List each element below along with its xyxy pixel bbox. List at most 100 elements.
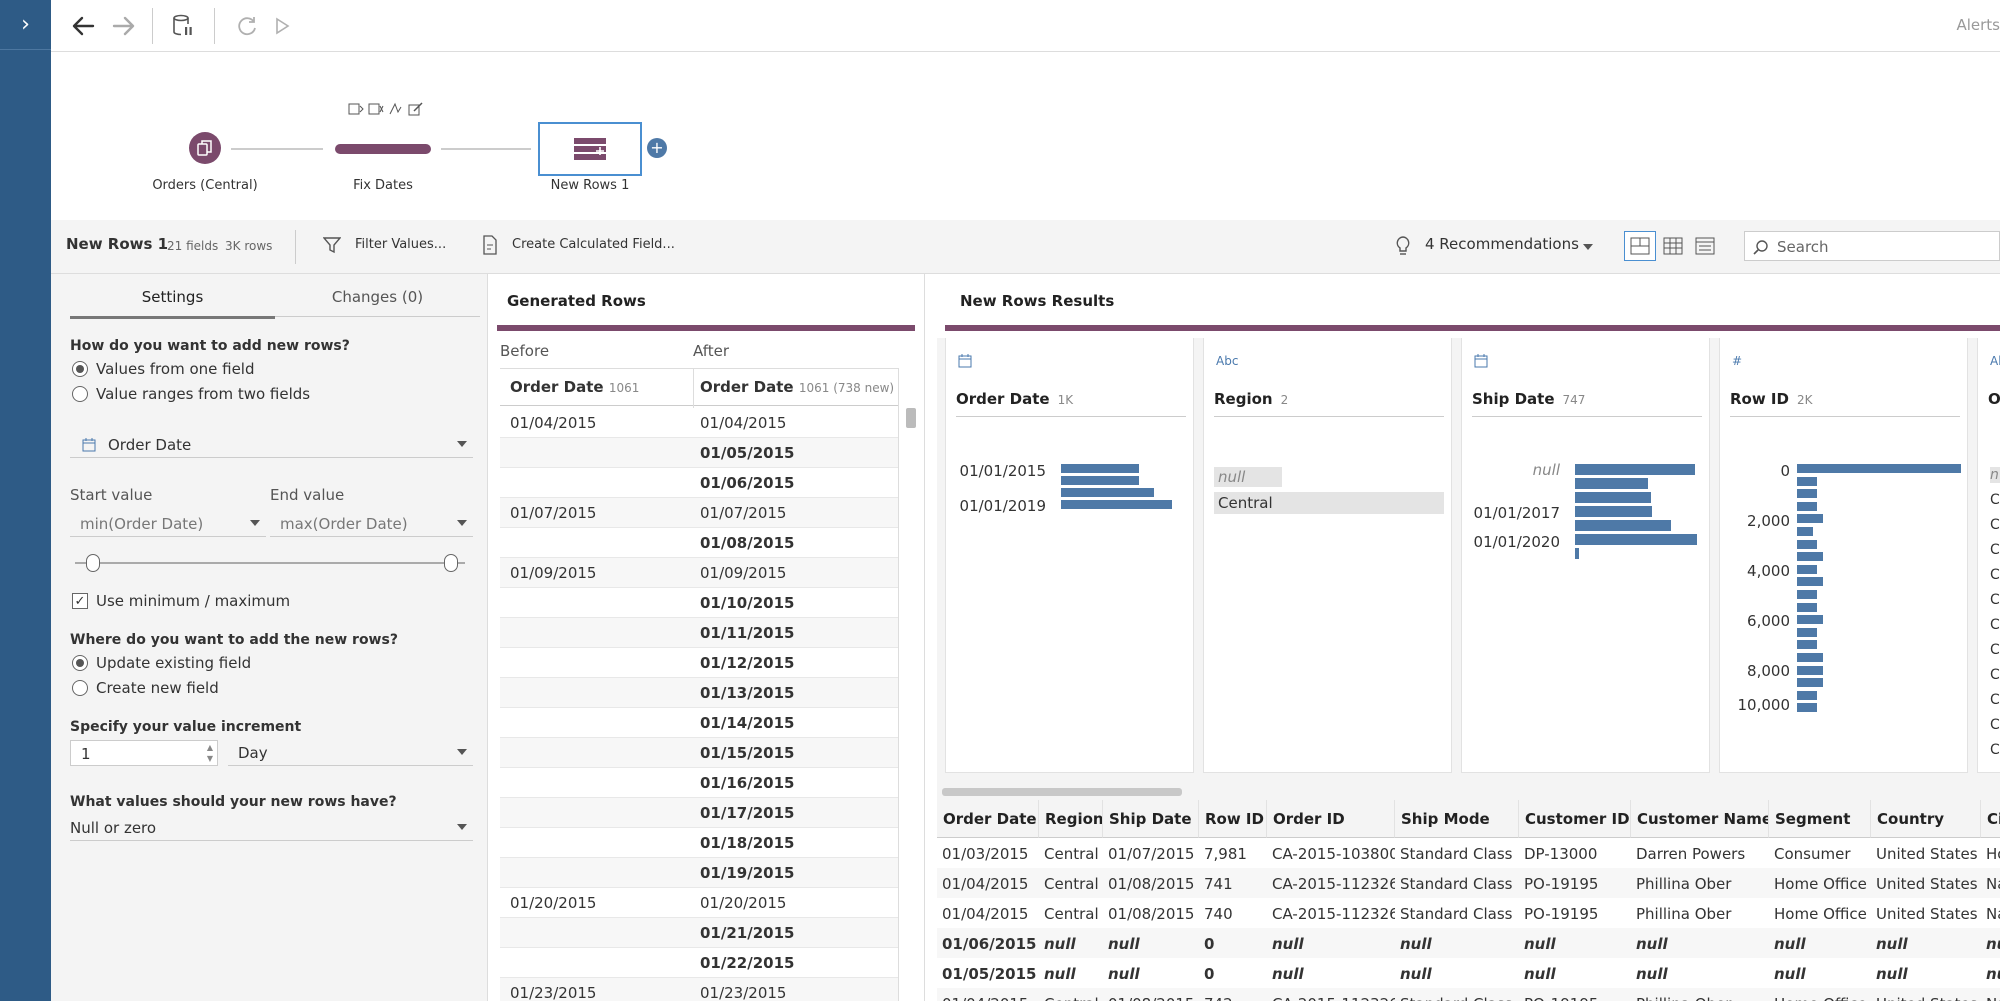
table-row[interactable] bbox=[937, 988, 2000, 1001]
column-header[interactable]: Customer Name bbox=[1631, 800, 1769, 838]
histogram-bar[interactable] bbox=[1575, 506, 1652, 517]
generated-row[interactable]: 01/06/2015 bbox=[500, 468, 898, 498]
column-header[interactable]: Ci bbox=[1981, 800, 2000, 838]
histogram-bar[interactable] bbox=[1797, 640, 1817, 650]
recommendations-dropdown-icon[interactable] bbox=[1583, 244, 1593, 250]
column-header[interactable]: Segment bbox=[1769, 800, 1871, 838]
profile-card-row-id[interactable]: # Row ID 2K 0 2,000 4,000 6,000 8,000 10,… bbox=[1719, 338, 1968, 773]
radio-update-existing[interactable]: Update existing field bbox=[72, 654, 251, 672]
region-central-bar[interactable]: Central bbox=[1214, 492, 1444, 514]
create-calculated-field-button[interactable]: Create Calculated Field... bbox=[512, 237, 675, 252]
histogram-bar[interactable] bbox=[1797, 590, 1817, 599]
start-value-select[interactable]: min(Order Date) bbox=[70, 511, 266, 537]
column-header[interactable]: Order Date bbox=[937, 800, 1039, 838]
forward-arrow-icon[interactable] bbox=[107, 9, 141, 43]
range-slider-max-handle[interactable] bbox=[444, 554, 458, 572]
search-box[interactable]: Search bbox=[1744, 231, 2000, 261]
generated-row[interactable]: 01/21/2015 bbox=[500, 918, 898, 948]
range-slider-min-handle[interactable] bbox=[86, 554, 100, 572]
generated-row[interactable]: 01/11/2015 bbox=[500, 618, 898, 648]
filter-icon[interactable] bbox=[322, 236, 342, 258]
generated-row[interactable]: 01/07/2015 01/07/2015 bbox=[500, 498, 898, 528]
histogram-bar[interactable] bbox=[1061, 500, 1172, 509]
histogram-bar[interactable] bbox=[1797, 489, 1817, 499]
horizontal-scrollbar[interactable] bbox=[937, 786, 2000, 798]
generated-row[interactable]: 01/08/2015 bbox=[500, 528, 898, 558]
table-row[interactable] bbox=[937, 898, 2000, 928]
scrollbar-thumb[interactable] bbox=[942, 788, 1182, 796]
histogram-bar[interactable] bbox=[1575, 478, 1649, 489]
histogram-bar[interactable] bbox=[1797, 615, 1824, 625]
generated-row[interactable]: 01/22/2015 bbox=[500, 948, 898, 978]
generated-row[interactable]: 01/20/2015 01/20/2015 bbox=[500, 888, 898, 918]
calculated-field-icon[interactable] bbox=[482, 235, 498, 259]
histogram-bar[interactable] bbox=[1797, 690, 1817, 700]
table-view-icon[interactable] bbox=[1658, 231, 1688, 261]
histogram-bar[interactable] bbox=[1797, 653, 1824, 662]
end-value-select[interactable]: max(Order Date) bbox=[270, 511, 473, 537]
generated-row[interactable]: 01/09/2015 01/09/2015 bbox=[500, 558, 898, 588]
use-minmax-checkbox[interactable]: ✓ Use minimum / maximum bbox=[72, 592, 290, 610]
alerts-link[interactable]: Alerts bbox=[1956, 16, 2000, 34]
add-step-plus-icon[interactable]: + bbox=[647, 138, 667, 158]
histogram-bar[interactable] bbox=[1575, 548, 1579, 559]
column-header[interactable]: Region bbox=[1039, 800, 1103, 838]
input-node-orders[interactable] bbox=[189, 132, 221, 164]
histogram-bar[interactable] bbox=[1061, 464, 1140, 473]
generated-row[interactable]: 01/15/2015 bbox=[500, 738, 898, 768]
table-row[interactable] bbox=[937, 838, 2000, 868]
filter-values-button[interactable]: Filter Values... bbox=[355, 237, 447, 252]
histogram-bar[interactable] bbox=[1797, 678, 1824, 688]
histogram-bar[interactable] bbox=[1797, 464, 1961, 473]
profile-card-order-date[interactable]: Order Date 1K 01/01/2015 01/01/2019 bbox=[945, 338, 1194, 773]
histogram-bar[interactable] bbox=[1575, 520, 1671, 531]
table-row[interactable] bbox=[937, 928, 2000, 958]
histogram-bar[interactable] bbox=[1797, 577, 1824, 587]
field-select[interactable]: Order Date bbox=[70, 432, 473, 458]
radio-value-ranges[interactable]: Value ranges from two fields bbox=[72, 385, 310, 403]
column-header[interactable]: Ship Date bbox=[1103, 800, 1199, 838]
column-header[interactable]: Ship Mode bbox=[1395, 800, 1519, 838]
column-header[interactable]: Customer ID bbox=[1519, 800, 1631, 838]
scrollbar-thumb[interactable] bbox=[906, 408, 916, 428]
radio-create-new[interactable]: Create new field bbox=[72, 679, 219, 697]
list-view-icon[interactable] bbox=[1690, 231, 1720, 261]
new-values-select[interactable]: Null or zero bbox=[70, 815, 473, 841]
generated-row[interactable]: 01/16/2015 bbox=[500, 768, 898, 798]
generated-row[interactable]: 01/05/2015 bbox=[500, 438, 898, 468]
histogram-bar[interactable] bbox=[1797, 514, 1824, 524]
histogram-bar[interactable] bbox=[1061, 476, 1140, 485]
column-header[interactable]: Row ID bbox=[1199, 800, 1267, 838]
histogram-bar[interactable] bbox=[1575, 492, 1651, 503]
increment-unit-select[interactable]: Day bbox=[228, 740, 473, 766]
after-column-header[interactable]: Order Date 1061 (738 new) bbox=[700, 378, 895, 396]
profile-card-region[interactable]: Abc Region 2 null Central bbox=[1203, 338, 1452, 773]
run-play-icon[interactable] bbox=[265, 9, 299, 43]
histogram-bar[interactable] bbox=[1797, 539, 1817, 549]
region-null-bar[interactable]: null bbox=[1214, 467, 1282, 487]
generated-row[interactable]: 01/04/2015 01/04/2015 bbox=[500, 408, 898, 438]
histogram-bar[interactable] bbox=[1797, 665, 1824, 675]
recommendations-button[interactable]: 4 Recommendations bbox=[1425, 235, 1579, 253]
histogram-bar[interactable] bbox=[1797, 501, 1817, 511]
generated-row[interactable]: 01/14/2015 bbox=[500, 708, 898, 738]
increment-stepper[interactable]: 1 ▲ ▼ bbox=[70, 740, 218, 766]
search-input[interactable]: Search bbox=[1777, 238, 1829, 256]
generated-row[interactable]: 01/13/2015 bbox=[500, 678, 898, 708]
refresh-icon[interactable] bbox=[230, 9, 264, 43]
histogram-bar[interactable] bbox=[1797, 703, 1817, 713]
clean-step-node[interactable] bbox=[335, 144, 431, 154]
new-rows-node[interactable] bbox=[538, 122, 642, 176]
generated-row[interactable]: 01/23/2015 01/23/2015 bbox=[500, 978, 898, 1001]
generated-row[interactable]: 01/12/2015 bbox=[500, 648, 898, 678]
generated-row[interactable]: 01/17/2015 bbox=[500, 798, 898, 828]
table-row[interactable] bbox=[937, 868, 2000, 898]
profile-view-icon[interactable] bbox=[1624, 231, 1656, 261]
histogram-bar[interactable] bbox=[1797, 552, 1824, 562]
expand-sidebar-chevron-icon[interactable]: › bbox=[0, 0, 51, 50]
data-pause-icon[interactable] bbox=[166, 9, 200, 43]
histogram-bar[interactable] bbox=[1797, 627, 1817, 637]
histogram-bar[interactable] bbox=[1797, 476, 1817, 486]
generated-row[interactable]: 01/10/2015 bbox=[500, 588, 898, 618]
